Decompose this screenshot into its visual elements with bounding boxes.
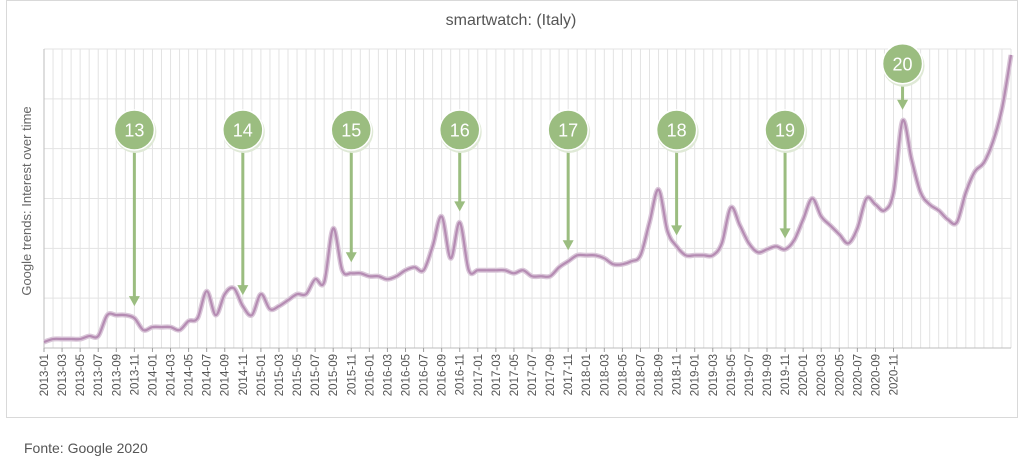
x-tick-label: 2016-11: [455, 354, 467, 395]
marker-circle: [547, 109, 589, 151]
marker-label: 13: [124, 121, 144, 141]
x-tick-label: 2019-07: [744, 354, 756, 396]
line-chart: smartwatch: (Italy) Google trends: Inter…: [19, 12, 1014, 396]
x-tick-label: 2015-09: [328, 354, 340, 396]
x-tick-label: 2017-11: [563, 354, 575, 395]
marker-label: 18: [667, 121, 687, 141]
x-tick-label: 2014-05: [184, 354, 196, 396]
series-line: [43, 54, 1014, 345]
x-tick-label: 2013-03: [57, 354, 69, 396]
x-tick-label: 2013-07: [93, 354, 105, 396]
x-tick-label: 2019-03: [708, 354, 720, 396]
marker-arrow-head: [128, 296, 140, 307]
x-tick-label: 2017-09: [545, 354, 557, 396]
marker-label: 15: [341, 121, 361, 141]
marker-circle: [764, 109, 806, 151]
x-tick-label: 2013-11: [129, 354, 141, 395]
x-tick-label: 2017-05: [509, 354, 521, 396]
x-tick-label: 2014-11: [238, 354, 250, 395]
marker-circle: [113, 109, 156, 151]
source-note: Fonte: Google 2020: [24, 440, 148, 456]
x-tick-label: 2018-01: [581, 354, 593, 396]
x-tick-label: 2014-01: [147, 354, 159, 396]
x-tick-label: 2017-01: [473, 354, 485, 396]
x-tick-label: 2018-03: [599, 354, 611, 396]
marker-arrow-head: [454, 201, 466, 212]
chart-figure: smartwatch: (Italy) Google trends: Inter…: [6, 0, 1018, 418]
x-tick-label: 2014-07: [202, 354, 214, 396]
x-tick-label: 2018-09: [654, 354, 666, 396]
x-tick-label: 2016-03: [382, 354, 394, 396]
x-tick-label: 2017-03: [491, 354, 503, 396]
x-tick-label: 2015-03: [274, 354, 286, 396]
y-axis-label: Google trends: Interest over time: [19, 106, 34, 295]
chart-title: smartwatch: (Italy): [446, 12, 577, 29]
x-tick-label: 2020-09: [870, 354, 882, 396]
x-tick-label: 2019-09: [762, 354, 774, 396]
x-tick-label: 2016-05: [400, 354, 412, 396]
x-tick-label: 2015-05: [292, 354, 304, 396]
x-tick-label: 2019-01: [690, 354, 702, 396]
x-tick-label: 2018-07: [635, 354, 647, 396]
x-tick-label: 2015-11: [346, 354, 358, 395]
x-tick-label: 2016-07: [419, 354, 431, 396]
marker-label: 16: [450, 121, 470, 141]
x-tick-label: 2014-03: [166, 354, 178, 396]
marker-arrow-head: [671, 225, 683, 236]
series-line-path: [43, 54, 1013, 344]
x-tick-label: 2015-07: [310, 354, 322, 396]
x-tick-label: 2013-01: [39, 354, 51, 396]
marker-arrow-head: [345, 252, 357, 263]
marker-label: 14: [233, 121, 253, 141]
marker-circle: [222, 109, 264, 151]
x-tick-label: 2018-05: [617, 354, 629, 396]
x-tick-label: 2020-03: [816, 354, 828, 396]
marker-label: 17: [558, 121, 578, 141]
marker-arrow-head: [779, 228, 791, 239]
x-tick-label: 2016-09: [437, 354, 449, 396]
x-tick-label: 2020-11: [889, 354, 901, 395]
marker-arrow-head: [562, 240, 574, 251]
marker-arrow-head: [897, 99, 909, 110]
marker-circle: [881, 43, 924, 85]
marker-arrow-head: [237, 285, 249, 296]
marker-circle: [438, 109, 481, 151]
marker-circle: [655, 109, 698, 151]
grid: [43, 48, 1012, 349]
x-tick-label: 2017-07: [527, 354, 539, 396]
annotation-markers: 13 14 15 16 17 18 19 20: [113, 43, 925, 307]
x-tick-label: 2020-07: [852, 354, 864, 396]
marker-label: 19: [775, 121, 795, 141]
x-tick-label: 2020-05: [834, 354, 846, 396]
x-tick-label: 2016-01: [364, 354, 376, 396]
marker-label: 20: [893, 54, 913, 74]
x-tick-label: 2020-01: [798, 354, 810, 396]
x-tick-label: 2019-05: [726, 354, 738, 396]
x-tick-label: 2013-09: [111, 354, 123, 396]
x-tick-label: 2018-11: [672, 354, 684, 395]
x-tick-label: 2019-11: [780, 354, 792, 395]
marker-circle: [330, 109, 373, 151]
x-tick-label: 2013-05: [75, 354, 87, 396]
x-tick-label: 2014-09: [220, 354, 232, 396]
x-axis-ticks: 2013-01 2013-03 2013-05 2013-07 2013-09 2013-…: [39, 348, 901, 396]
x-tick-label: 2015-01: [256, 354, 268, 396]
